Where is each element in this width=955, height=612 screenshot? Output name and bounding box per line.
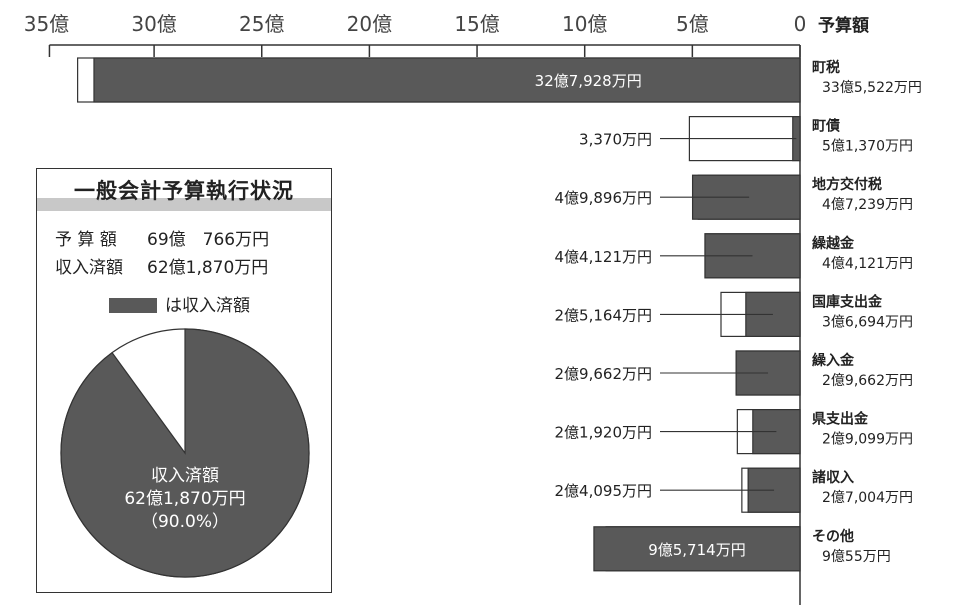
received-pie-chart: 収入済額 62億1,870万円 （90.0%） [60, 328, 310, 578]
axis-tick-label: 0 [794, 12, 807, 36]
received-value-label: 9億5,714万円 [648, 541, 746, 559]
budget-value-label: 4億4,121万円 [822, 256, 913, 272]
budget-total-row: 予 算 額 69億 766万円 [55, 225, 269, 250]
category-label: 繰越金 [812, 235, 855, 252]
pie-slice-received [60, 328, 310, 578]
received-value-label: 32億7,928万円 [535, 72, 642, 90]
pie-center-label: （90.0%） [141, 512, 229, 532]
category-label: 諸収入 [812, 469, 854, 486]
title-underline-bar [37, 198, 331, 211]
budget-value-label: 5億1,370万円 [822, 139, 913, 155]
legend-text: は収入済額 [165, 296, 250, 316]
received-value-label: 2億9,662万円 [555, 365, 653, 383]
axis-tick-label: 10億 [562, 12, 607, 36]
budget-value-label: 2億9,099万円 [822, 432, 913, 448]
axis-tick-label: 25億 [239, 12, 284, 36]
pie-legend: は収入済額 [109, 291, 250, 316]
panel-title: 一般会計予算執行状況 [74, 179, 294, 203]
budget-value-label: 3億6,694万円 [822, 314, 913, 330]
received-total-value: 62億1,870万円 [147, 258, 269, 278]
budget-value-label: 33億5,522万円 [822, 80, 922, 96]
axis-tick-label: 20億 [347, 12, 392, 36]
axis-tick-label: 15億 [454, 12, 499, 36]
axis-tick-label: 5億 [676, 12, 709, 36]
budget-value-label: 2億9,662万円 [822, 373, 913, 389]
received-value-label: 3,370万円 [579, 131, 652, 149]
received-total-row: 収入済額 62億1,870万円 [55, 253, 268, 278]
budget-total-label: 予 算 額 [55, 230, 117, 250]
category-label: その他 [812, 528, 854, 545]
category-label: 地方交付税 [812, 176, 882, 193]
category-label: 繰入金 [812, 352, 855, 369]
axis-tick-label: 35億 [24, 12, 69, 36]
received-value-label: 2億5,164万円 [555, 306, 653, 324]
received-total-label: 収入済額 [55, 258, 123, 278]
category-label: 町税 [812, 59, 840, 76]
category-label: 県支出金 [812, 411, 869, 428]
received-value-label: 2億4,095万円 [555, 482, 653, 500]
bar-received [593, 526, 801, 572]
budget-execution-panel: 一般会計予算執行状況 予 算 額 69億 766万円 収入済額 62億1,870万円… [36, 168, 332, 593]
received-value-label: 2億1,920万円 [555, 424, 653, 442]
axis-unit-label: 予算額 [818, 15, 869, 36]
category-label: 町債 [812, 118, 840, 135]
pie-center-label: 62億1,870万円 [124, 489, 245, 509]
budget-total-value: 69億 766万円 [147, 230, 270, 250]
pie-center-label: 収入済額 [151, 466, 219, 486]
budget-value-label: 4億7,239万円 [822, 197, 913, 213]
budget-value-label: 2億7,004万円 [822, 490, 913, 506]
legend-swatch-received [109, 298, 157, 313]
axis-tick-label: 30億 [131, 12, 176, 36]
bar-received [93, 57, 801, 103]
category-label: 国庫支出金 [812, 293, 883, 310]
received-value-label: 4億4,121万円 [555, 248, 653, 266]
budget-value-label: 9億55万円 [822, 549, 891, 565]
received-value-label: 4億9,896万円 [555, 189, 653, 207]
